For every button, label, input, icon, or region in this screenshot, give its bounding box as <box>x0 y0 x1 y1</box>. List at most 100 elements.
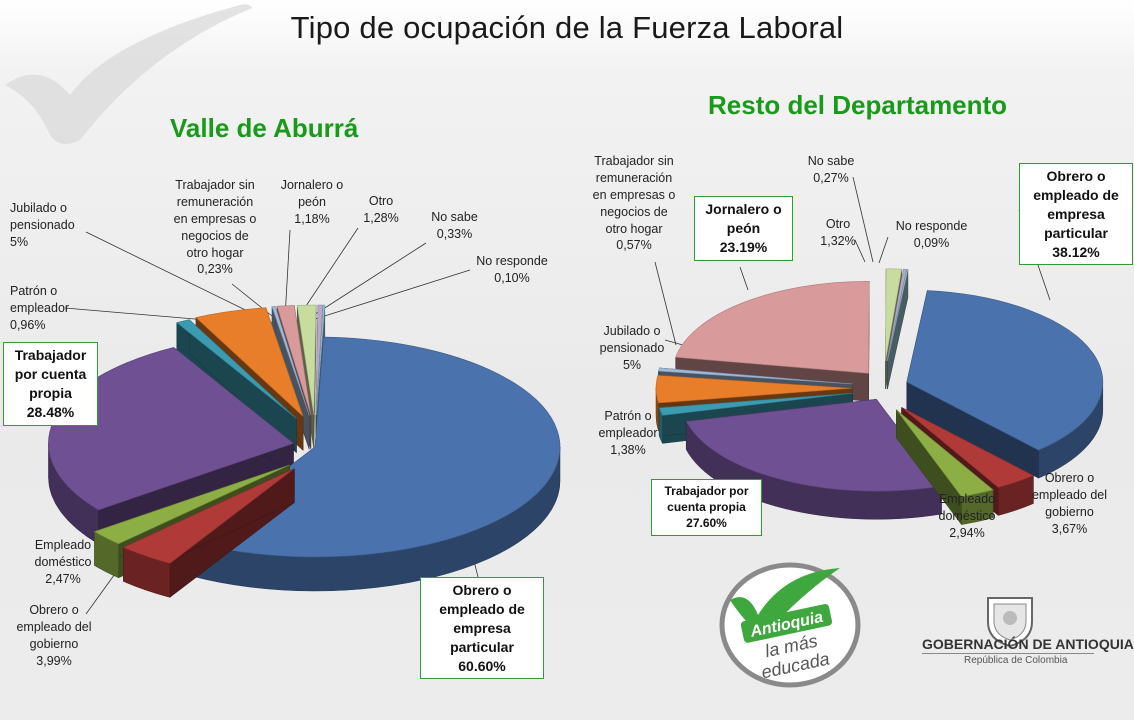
data-label-obrero-o-empleado-del-gobierno: Obrero o empleado del gobierno 3,99% <box>4 602 104 670</box>
data-label-no-sabe: No sabe 0,33% <box>422 209 487 243</box>
data-label-line: empresa <box>453 619 511 636</box>
data-label-line: Jubilado o <box>603 324 661 338</box>
data-label-line: propia <box>29 384 72 401</box>
data-label-line: 0,23% <box>197 262 233 277</box>
data-label-no-responde: No responde 0,10% <box>468 253 556 287</box>
data-label-line: No sabe <box>807 154 855 168</box>
data-label-line: remuneración <box>176 194 254 209</box>
data-label-line: empleado del <box>1031 487 1108 502</box>
data-label-line: empresa <box>1047 205 1105 222</box>
data-label-line: Empleado <box>34 538 92 552</box>
gobernacion-seal-icon <box>987 597 1033 648</box>
logo-area: Antioquia la más educada GOBERNACIÓN DE … <box>710 560 1134 720</box>
pie-slice-patron-o-empleador <box>176 319 297 454</box>
pie-slice-top <box>906 290 1104 451</box>
data-label-line: negocios de <box>181 228 249 243</box>
data-label-obrero-o-empleado-del-gobierno: Obrero o empleado del gobierno 3,67% <box>1012 470 1127 538</box>
leader-line <box>878 236 889 264</box>
pie-slice-top <box>658 392 853 416</box>
pie-slice-top <box>885 268 903 361</box>
data-label-line: en empresas o <box>592 187 676 202</box>
data-label-line: gobierno <box>1045 504 1094 519</box>
data-label-line: empleado del <box>16 619 92 634</box>
data-label-line: Otro <box>368 194 394 208</box>
data-label-line: 0,10% <box>494 270 530 285</box>
antioquia-educada-logo: Antioquia la más educada <box>719 562 861 688</box>
data-label-empleado-domestico: Empleado doméstico 2,94% <box>926 491 1008 542</box>
data-label-line: Obrero o <box>29 603 79 617</box>
pie-resto-del-departamento <box>655 268 1104 526</box>
data-label-line: No responde <box>476 254 548 268</box>
data-label-line: 38.12% <box>1052 243 1100 260</box>
pie-slice-top <box>93 464 290 545</box>
data-label-line: pensionado <box>10 217 75 232</box>
data-label-line: No sabe <box>431 210 478 224</box>
data-label-trabajador-por-cuenta-propia: Trabajador por cuenta propia 27.60% <box>651 479 762 536</box>
pie-slice-top <box>887 269 909 362</box>
chart-title-resto: Resto del Departamento <box>708 90 1008 120</box>
leader-line <box>297 227 359 319</box>
data-label-empleado-domestico: Empleado doméstico 2,47% <box>18 537 108 588</box>
data-label-line: en empresas o <box>173 211 257 226</box>
data-label-line: Patrón o <box>10 284 58 298</box>
data-label-line: Jornalero o <box>280 178 344 192</box>
leader-line <box>85 231 273 324</box>
pie-slice-top <box>685 398 943 492</box>
page-title: Tipo de ocupación de la Fuerza Laboral <box>290 10 844 45</box>
data-label-line: Jubilado o <box>10 201 67 215</box>
pie-slice-trabajador-por-cuenta-propia <box>685 398 943 520</box>
data-label-otro: Otro 1,32% <box>808 216 868 250</box>
data-label-line: peón <box>726 219 761 236</box>
data-label-line: peón <box>298 194 326 209</box>
data-label-line: Obrero o <box>452 582 512 598</box>
data-label-jubilado-o-pensionado: Jubilado o pensionado 5% <box>582 323 682 374</box>
data-label-line: Obrero o <box>1046 168 1106 184</box>
data-label-line: 0,96% <box>10 317 46 332</box>
pie-slice-top <box>195 307 304 417</box>
data-label-patron-o-empleador: Patrón o empleador 0,96% <box>10 283 100 334</box>
data-label-otro: Otro 1,28% <box>356 193 406 227</box>
pie-slice-top <box>657 367 853 385</box>
pie-slice-top <box>122 468 295 564</box>
data-label-line: 0,57% <box>616 238 652 253</box>
background-checkmark-icon <box>5 4 252 144</box>
data-label-line: remuneración <box>595 170 673 185</box>
data-label-line: Trabajador <box>14 347 87 363</box>
leader-line <box>305 242 427 321</box>
leader-line <box>654 261 677 346</box>
data-label-jornalero-o-peon: Jornalero o peón 23.19% <box>694 196 793 261</box>
leader-line <box>311 269 471 321</box>
data-label-line: Otro <box>825 217 851 231</box>
data-label-obrero-o-empleado-de-empresa-particular: Obrero o empleado de empresa particular 38.1… <box>1019 163 1133 266</box>
data-label-line: 5% <box>10 234 29 249</box>
data-label-line: 27.60% <box>686 516 727 531</box>
data-label-line: 2,94% <box>949 525 985 540</box>
data-label-line: 1,32% <box>820 233 856 248</box>
data-label-line: empleado de <box>439 600 525 617</box>
leader-line <box>231 283 278 321</box>
pie-slice-top <box>655 375 853 404</box>
gobernacion-divider <box>922 653 1094 654</box>
data-label-trabajador-sin-remuneracion-en-empresas-o-negocios-de-otro-hogar: Trabajador sin remuneración en empresas o n… <box>160 177 270 278</box>
leader-line <box>852 176 874 263</box>
data-label-trabajador-por-cuenta-propia: Trabajador por cuenta propia 28.48% <box>3 342 98 426</box>
pie-slice-top <box>901 407 1035 488</box>
pie-slice-top <box>271 306 310 416</box>
chart-title-valle: Valle de Aburrá <box>170 113 359 143</box>
gobernacion-name: GOBERNACIÓN DE ANTIOQUIA <box>922 636 1134 652</box>
data-label-line: por cuenta <box>14 365 87 382</box>
leader-line <box>854 239 866 263</box>
data-label-jubilado-o-pensionado: Jubilado o pensionado 5% <box>10 200 90 251</box>
data-label-line: particular <box>1044 224 1108 241</box>
pie-slice-top <box>675 280 870 374</box>
pie-slice-top <box>886 268 907 361</box>
pie-slice-top <box>315 304 326 416</box>
data-label-line: 0,09% <box>913 235 950 250</box>
pie-slice-obrero-o-empleado-de-empresa-particular <box>906 290 1104 479</box>
data-label-line: 1,38% <box>610 442 646 457</box>
data-label-line: doméstico <box>938 508 996 523</box>
pie-slice-top <box>176 319 297 419</box>
data-label-line: 28.48% <box>26 403 75 420</box>
